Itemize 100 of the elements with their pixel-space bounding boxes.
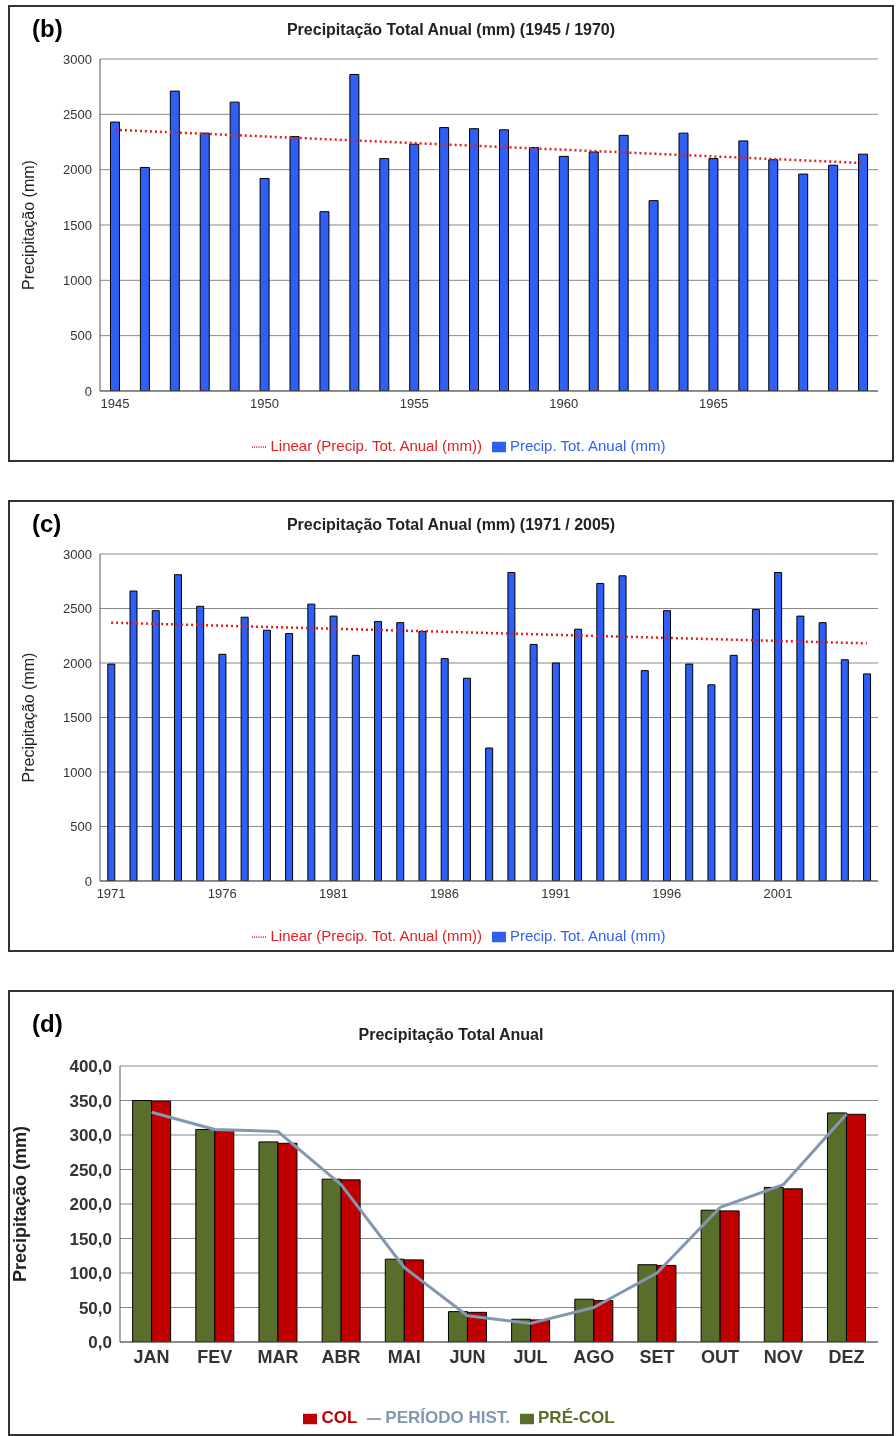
x-tick-label: 1960 xyxy=(549,396,579,412)
bar xyxy=(618,134,629,391)
bar xyxy=(796,615,805,881)
bar xyxy=(648,200,659,391)
bar xyxy=(618,575,627,881)
chart-title: Precipitação Total Anual (mm) (1945 / 1970) xyxy=(286,21,616,38)
x-tick-label: JUN xyxy=(449,1346,486,1367)
bar xyxy=(640,670,649,881)
bar xyxy=(199,132,210,391)
bar xyxy=(558,155,569,391)
x-tick-label: JUL xyxy=(513,1346,548,1367)
bar xyxy=(596,582,605,881)
bar xyxy=(840,659,849,881)
bar xyxy=(798,173,809,391)
x-tick-label: 1976 xyxy=(207,886,237,902)
bar xyxy=(462,677,471,881)
bar xyxy=(218,653,227,881)
text: (c) xyxy=(32,510,62,538)
bar xyxy=(240,616,249,881)
chart-title: Precipitação Total Anual (mm) (1971 / 2005) xyxy=(286,516,616,533)
bar xyxy=(379,158,390,391)
x-tick-label: SET xyxy=(639,1346,675,1367)
bar xyxy=(396,622,405,881)
bar xyxy=(439,127,450,391)
bar xyxy=(588,151,599,391)
line-series xyxy=(150,1110,848,1325)
x-tick-label: 1965 xyxy=(698,396,728,412)
y-tick-label: 300,0 xyxy=(69,1126,112,1146)
x-tick-label: 1981 xyxy=(318,886,348,902)
bar xyxy=(319,211,330,391)
bar xyxy=(738,140,749,391)
y-tick-label: 2500 xyxy=(63,106,92,122)
y-tick-label: 1000 xyxy=(63,272,92,288)
bar xyxy=(329,615,338,881)
bar xyxy=(440,658,449,881)
bar xyxy=(262,629,271,881)
x-tick-label: NOV xyxy=(763,1346,803,1367)
x-tick-label: 1991 xyxy=(541,886,571,902)
bar xyxy=(173,574,182,881)
bar xyxy=(259,178,270,391)
x-tick-label: 1950 xyxy=(250,396,280,412)
bar xyxy=(139,166,150,391)
text: (d) xyxy=(32,1010,63,1038)
y-tick-label: 3000 xyxy=(63,546,92,562)
y-axis-title: Precipitação (mm) xyxy=(19,652,37,783)
y-tick-label: 0 xyxy=(84,873,92,889)
y-tick-label: 2000 xyxy=(63,655,92,671)
x-tick-label: FEV xyxy=(197,1346,233,1367)
bar xyxy=(469,128,480,391)
y-axis-title: Precipitação (mm) xyxy=(19,160,37,290)
bar xyxy=(374,621,383,881)
bar xyxy=(351,654,360,881)
bar xyxy=(109,121,120,391)
y-tick-label: 2500 xyxy=(63,601,92,617)
x-tick-label: ABR xyxy=(321,1346,361,1367)
x-tick-label: 1996 xyxy=(652,886,682,902)
x-tick-label: 1945 xyxy=(100,396,130,412)
bar xyxy=(574,628,583,881)
y-tick-label: 50,0 xyxy=(78,1298,112,1318)
y-tick-label: 1500 xyxy=(63,710,92,726)
x-tick-label: 1971 xyxy=(96,886,126,902)
y-tick-label: 0,0 xyxy=(88,1333,112,1353)
legend-label: Linear (Precip. Tot. Anual (mm)) xyxy=(270,926,482,944)
bar xyxy=(485,747,494,881)
legend-label: Precip. Tot. Anual (mm) xyxy=(509,926,666,944)
y-tick-label: 500 xyxy=(70,328,92,344)
x-tick-label: 1986 xyxy=(430,886,459,902)
y-tick-label: 100,0 xyxy=(69,1264,112,1284)
bar xyxy=(858,153,869,391)
bar xyxy=(418,630,427,881)
legend-label: PRÉ-COL xyxy=(538,1408,615,1427)
bar xyxy=(774,572,783,881)
bar xyxy=(498,129,509,391)
bar xyxy=(107,663,116,881)
y-tick-label: 400,0 xyxy=(69,1057,112,1077)
bar xyxy=(289,135,300,391)
legend-label: Precip. Tot. Anual (mm) xyxy=(509,436,666,454)
x-tick-label: JAN xyxy=(133,1346,170,1367)
bar xyxy=(551,662,560,881)
x-tick-label: MAI xyxy=(387,1346,421,1367)
y-tick-label: 1000 xyxy=(63,764,92,780)
bar xyxy=(768,159,779,391)
bar xyxy=(707,684,716,881)
bar xyxy=(285,633,294,881)
bar xyxy=(818,622,827,881)
x-tick-label: DEZ xyxy=(828,1346,865,1367)
legend-label: COL xyxy=(321,1408,358,1427)
bar xyxy=(828,164,839,391)
bar xyxy=(151,610,160,881)
y-tick-label: 2000 xyxy=(63,162,92,178)
x-tick-label: MAR xyxy=(257,1346,299,1367)
bar xyxy=(307,603,316,881)
bar xyxy=(169,90,180,391)
x-tick-label: 2001 xyxy=(763,886,793,902)
bar xyxy=(751,609,760,881)
y-tick-label: 0 xyxy=(84,383,92,399)
bar xyxy=(528,147,539,391)
legend-label: PERÍODO HIST. xyxy=(385,1408,511,1427)
bar xyxy=(196,605,205,881)
text: (b) xyxy=(32,15,63,43)
